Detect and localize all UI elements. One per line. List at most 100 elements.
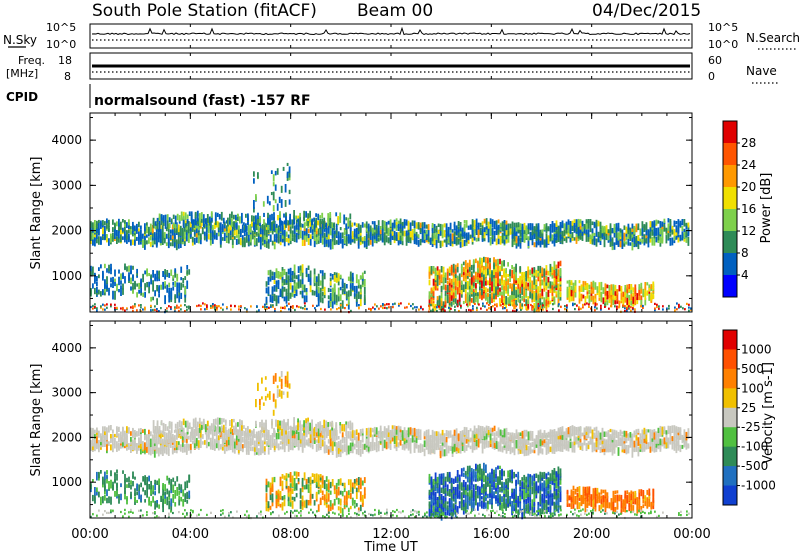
scatter-cell bbox=[551, 294, 554, 298]
scatter-cell bbox=[373, 445, 376, 451]
scatter-cell bbox=[613, 223, 616, 233]
scatter-cell bbox=[144, 270, 146, 275]
scatter-cell bbox=[618, 285, 621, 292]
scatter-cell bbox=[303, 287, 306, 293]
scatter-cell bbox=[435, 240, 438, 249]
scatter-cell bbox=[104, 441, 106, 447]
scatter-cell bbox=[574, 308, 576, 311]
scatter-cell bbox=[114, 437, 116, 442]
scatter-cell bbox=[317, 273, 320, 283]
scatter-cell bbox=[385, 224, 388, 234]
scatter-cell bbox=[614, 289, 617, 296]
scatter-cell bbox=[130, 431, 132, 436]
scatter-cell bbox=[124, 444, 126, 449]
scatter-cell bbox=[189, 435, 192, 442]
scatter-cell bbox=[309, 224, 312, 233]
scatter-cell bbox=[591, 228, 594, 234]
scatter-cell bbox=[295, 232, 298, 238]
scatter-cell bbox=[281, 431, 284, 440]
scatter-cell bbox=[640, 295, 643, 300]
colorbar-tick-label: 16 bbox=[741, 202, 756, 216]
scatter-cell bbox=[173, 230, 176, 240]
scatter-cell bbox=[289, 282, 292, 290]
scatter-cell bbox=[269, 294, 272, 303]
scatter-cell bbox=[436, 306, 438, 309]
scatter-cell bbox=[551, 225, 554, 233]
scatter-cell bbox=[445, 229, 448, 239]
scatter-cell bbox=[448, 284, 451, 291]
scatter-cell bbox=[237, 226, 240, 234]
scatter-cell bbox=[126, 426, 128, 433]
scatter-cell bbox=[559, 283, 562, 291]
scatter-cell bbox=[215, 426, 218, 431]
scatter-cell bbox=[444, 284, 447, 289]
scatter-cell bbox=[470, 309, 472, 312]
scatter-cell bbox=[515, 234, 518, 244]
scatter-cell bbox=[249, 430, 252, 438]
scatter-cell bbox=[338, 307, 340, 310]
scatter-cell bbox=[608, 307, 610, 310]
scatter-cell bbox=[571, 232, 574, 238]
nave-tick-bottom: 0 bbox=[708, 70, 715, 83]
scatter-cell bbox=[317, 434, 320, 438]
scatter-cell bbox=[479, 289, 481, 299]
scatter-cell bbox=[491, 219, 494, 228]
scatter-cell bbox=[156, 308, 158, 311]
scatter-cell bbox=[375, 436, 378, 441]
scatter-cell bbox=[652, 281, 655, 290]
scatter-cell bbox=[353, 228, 356, 238]
scatter-cell bbox=[479, 260, 481, 270]
scatter-cell bbox=[319, 430, 322, 437]
scatter-cell bbox=[388, 306, 390, 309]
scatter-cell bbox=[501, 435, 504, 444]
scatter-cell bbox=[555, 229, 558, 234]
scatter-cell bbox=[229, 213, 231, 221]
scatter-cell bbox=[569, 222, 572, 232]
scatter-cell bbox=[631, 223, 634, 229]
noise-left-tick-bottom: 10^0 bbox=[46, 38, 76, 51]
scatter-cell bbox=[345, 228, 348, 235]
scatter-cell bbox=[669, 237, 672, 246]
scatter-cell bbox=[293, 217, 295, 225]
scatter-cell bbox=[501, 232, 504, 238]
noise-sky-series bbox=[91, 26, 691, 36]
scatter-cell bbox=[171, 434, 174, 443]
scatter-cell bbox=[471, 444, 474, 453]
scatter-cell bbox=[215, 429, 218, 435]
scatter-cell bbox=[630, 299, 633, 306]
scatter-cell bbox=[213, 438, 216, 447]
scatter-cell bbox=[270, 192, 273, 196]
scatter-cell bbox=[533, 438, 536, 447]
scatter-cell bbox=[603, 238, 606, 248]
scatter-cell bbox=[485, 439, 488, 448]
colorbar-swatch bbox=[723, 253, 737, 276]
scatter-cell bbox=[533, 281, 536, 289]
scatter-cell bbox=[171, 224, 174, 230]
scatter-cell bbox=[369, 236, 372, 245]
scatter-cell bbox=[104, 428, 106, 432]
scatter-cell bbox=[198, 304, 200, 307]
scatter-cell bbox=[186, 305, 188, 308]
scatter-cell bbox=[436, 270, 439, 275]
scatter-cell bbox=[98, 430, 100, 438]
scatter-cell bbox=[265, 429, 268, 438]
scatter-cell bbox=[539, 269, 542, 279]
scatter-cell bbox=[155, 436, 158, 444]
scatter-cell bbox=[114, 222, 116, 230]
scatter-cell bbox=[288, 302, 290, 305]
scatter-cell bbox=[134, 430, 136, 437]
scatter-cell bbox=[276, 168, 279, 175]
scatter-cell bbox=[413, 224, 416, 234]
scatter-cell bbox=[513, 266, 515, 275]
scatter-cell bbox=[481, 280, 483, 289]
scatter-cell bbox=[144, 239, 146, 246]
colorbar-tick-label: 24 bbox=[741, 158, 756, 172]
scatter-cell bbox=[401, 223, 404, 232]
scatter-cell bbox=[411, 229, 414, 238]
scatter-cell bbox=[497, 271, 499, 280]
scatter-cell bbox=[436, 296, 439, 301]
scatter-cell bbox=[273, 276, 276, 284]
scatter-cell bbox=[543, 297, 546, 307]
scatter-cell bbox=[685, 222, 688, 226]
scatter-cell bbox=[585, 228, 588, 235]
